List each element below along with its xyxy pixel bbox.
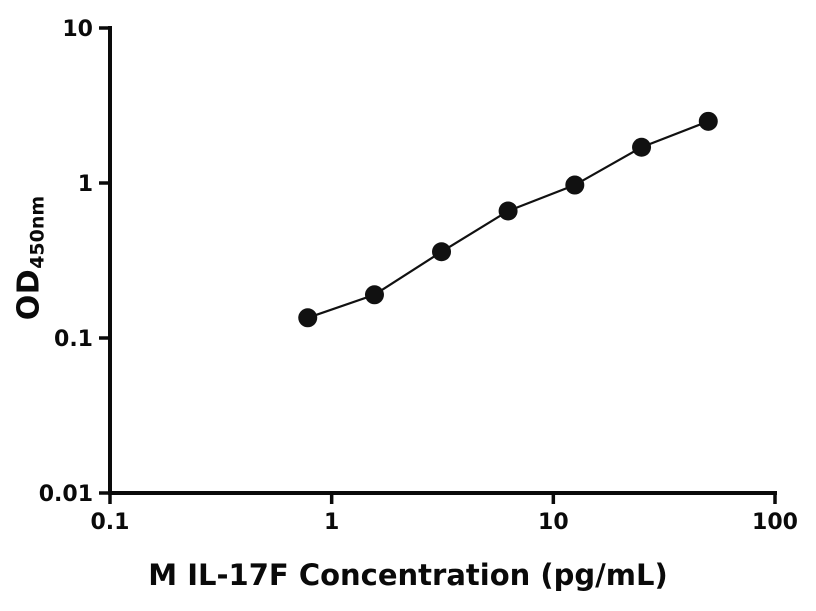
x-tick-label: 1 xyxy=(324,510,339,535)
y-tick-label: 0.01 xyxy=(39,482,93,507)
data-point xyxy=(698,111,718,131)
x-tick-label: 0.1 xyxy=(91,510,130,535)
data-point xyxy=(632,137,652,157)
data-point xyxy=(498,201,518,221)
x-tick-label: 100 xyxy=(752,510,798,535)
x-axis-title: M IL-17F Concentration (pg/mL) xyxy=(148,558,668,592)
data-point xyxy=(364,285,384,305)
data-point xyxy=(298,308,318,328)
y-axis-title-subscript: 450nm xyxy=(26,195,49,269)
y-tick-label: 0.1 xyxy=(54,327,93,352)
data-point xyxy=(432,242,452,262)
y-tick-label: 1 xyxy=(78,172,93,197)
axes xyxy=(108,26,777,495)
y-axis-title: OD450nm xyxy=(12,196,49,320)
axis-ticks: 0.1 1 10 100 0.01 0.1 1 10 xyxy=(39,17,798,535)
x-tick-label: 10 xyxy=(538,510,569,535)
y-tick-label: 10 xyxy=(62,17,93,42)
data-series xyxy=(298,111,718,328)
y-axis-title-main: OD xyxy=(11,268,47,321)
data-point xyxy=(565,175,585,195)
